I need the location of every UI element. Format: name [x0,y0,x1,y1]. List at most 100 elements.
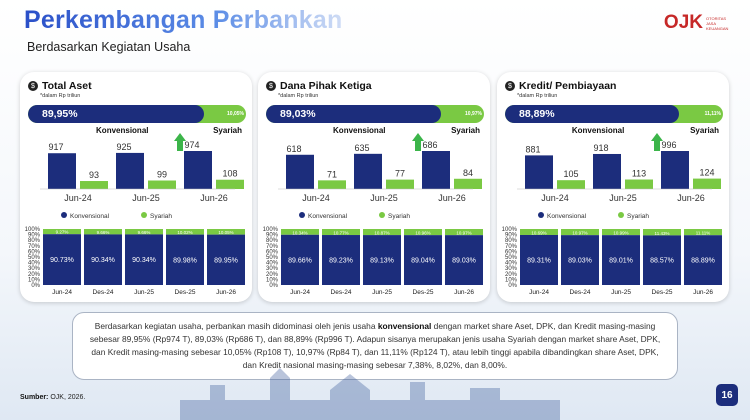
y-tick-label: 70% [266,244,279,250]
legend-swatch-konvensional [61,212,67,218]
stacked-bar-syariah [445,229,483,236]
panel-header: $ Total Aset [28,80,92,92]
y-tick-label: 70% [505,244,518,250]
stacked-x-tick-label: Jun-24 [529,289,549,296]
stacked-label-konvensional: 90.73% [50,257,74,264]
stacked-x-tick-label: Jun-25 [611,289,631,296]
data-label-konvensional: 686 [422,140,437,150]
source-text: OJK, 2026. [48,394,86,401]
bar-syariah [557,180,585,189]
bar-konvensional [661,151,689,189]
legend-label-syariah: Syariah [627,213,649,220]
stacked-bar-konvensional [363,235,401,285]
legend-swatch-konvensional [299,212,305,218]
stacked-x-tick-label: Jun-24 [52,289,72,296]
ojk-logo: OJK OTORITAS JASA KEUANGAN [664,12,736,34]
stacked-bar-konvensional [684,235,722,285]
bar-syariah [216,179,244,189]
y-tick-label: 80% [28,238,41,244]
chart-svg: 618 71 Jun-24 635 77 Jun-25 686 84 Jun-26 Konvens… [263,133,483,296]
stacked-label-konvensional: 89.23% [329,258,353,265]
y-tick-label: 20% [266,272,279,278]
y-tick-label: 30% [28,266,41,272]
x-tick-label: Jun-26 [438,193,466,203]
panel-title: Total Aset [42,80,92,92]
stacked-label-syariah: 11.11% [696,231,711,236]
bar-syariah [386,179,414,189]
y-tick-label: 50% [28,255,41,261]
share-bar: 89,03% 10,97% [266,105,484,123]
data-label-syariah: 113 [632,169,646,179]
description-part-1: Berdasarkan kegiatan usaha, perbankan ma… [94,321,378,331]
stacked-label-syariah: 10.96% [415,231,430,236]
title-wrap: Perkembangan Perbankan [24,6,342,35]
stacked-bar-syariah [281,229,319,235]
legend-swatch-konvensional [538,212,544,218]
panel-note: *dalam Rp triliun [517,93,558,99]
share-fill-konvensional [505,105,680,123]
legend-label-konvensional: Konvensional [308,213,348,220]
bar-syariah [693,178,721,189]
stacked-x-tick-label: Jun-26 [216,289,236,296]
legend-swatch-syariah [379,212,385,218]
data-label-konvensional: 635 [354,143,369,153]
data-label-konvensional: 917 [48,142,63,152]
bar-syariah [80,181,108,189]
data-label-konvensional: 925 [116,142,131,152]
chart-svg: 917 93 Jun-24 925 99 Jun-25 974 108 Jun-26 Konven… [25,133,245,296]
y-tick-label: 80% [505,238,518,244]
stacked-bar-syariah [125,229,163,235]
stacked-label-konvensional: 89.01% [609,258,633,265]
share-syariah-value: 10,97% [465,111,482,117]
y-tick-label: 90% [28,233,41,239]
stacked-bar-syariah [322,229,360,236]
panel-header: $ Kredit/ Pembiayaan [505,80,616,92]
bar-syariah [148,180,176,189]
stacked-x-tick-label: Jun-25 [134,289,154,296]
stacked-label-syariah: 10.77% [333,231,348,236]
x-tick-label: Jun-26 [200,193,228,203]
y-tick-label: 0% [269,283,278,289]
description-box: Berdasarkan kegiatan usaha, perbankan ma… [72,312,678,380]
stacked-label-syariah: 11.43% [655,231,670,236]
stacked-bar-syariah [207,229,245,235]
stacked-bar-syariah [43,229,81,235]
y-tick-label: 100% [25,227,41,233]
stacked-bar-konvensional [84,234,122,285]
y-tick-label: 40% [266,261,279,267]
stacked-label-syariah: 9.27% [56,230,69,235]
stacked-label-syariah: 10.97% [572,231,587,236]
share-syariah-label: Syariah [690,126,719,135]
y-tick-label: 0% [508,283,517,289]
share-syariah-value: 11,11% [704,111,721,117]
y-tick-label: 70% [28,244,41,250]
stacked-label-syariah: 10.02% [177,230,192,235]
stacked-label-syariah: 10.05% [218,230,233,235]
source-note: Sumber: OJK, 2026. [20,394,85,401]
y-tick-label: 20% [505,272,518,278]
logo-text: OTORITAS JASA KEUANGAN [706,15,729,31]
stacked-label-konvensional: 89.95% [214,257,238,264]
stacked-label-konvensional: 88.89% [691,258,715,265]
stacked-label-konvensional: 89.03% [568,258,592,265]
y-tick-label: 10% [505,277,518,283]
stacked-bar-konvensional [207,234,245,285]
x-tick-label: Jun-24 [64,193,92,203]
stacked-label-syariah: 9.66% [138,230,151,235]
stacked-label-syariah: 10.97% [456,231,471,236]
bar-konvensional [184,151,212,189]
stacked-bar-syariah [602,229,640,236]
description-part-2: dengan market share Aset, DPK, dan Kredi… [89,321,661,370]
share-syariah-label: Syariah [213,126,242,135]
stacked-bar-syariah [520,229,558,235]
share-fill-konvensional [266,105,441,123]
share-syariah-value: 10,05% [227,111,244,117]
money-icon: $ [505,81,515,91]
bar-syariah [625,179,653,189]
data-label-syariah: 108 [222,169,237,179]
y-tick-label: 80% [266,238,279,244]
share-fill-konvensional [28,105,205,123]
x-tick-label: Jun-25 [132,193,160,203]
bar-konvensional [354,153,382,189]
